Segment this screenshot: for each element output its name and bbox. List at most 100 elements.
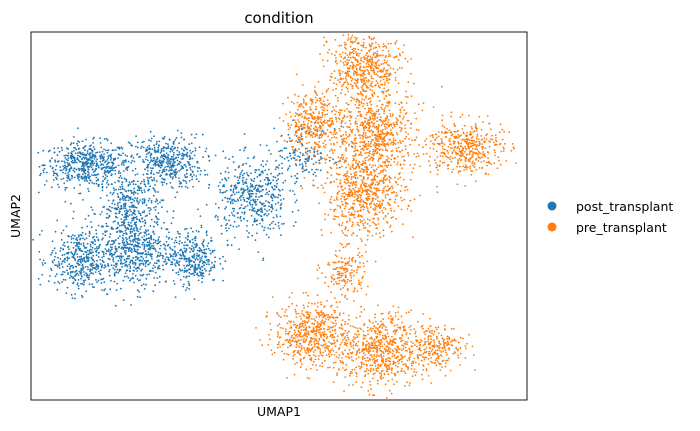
scatter-point <box>386 101 388 104</box>
scatter-point <box>174 168 177 171</box>
scatter-point <box>354 120 357 123</box>
scatter-point <box>166 165 169 168</box>
scatter-point <box>343 192 346 194</box>
scatter-point <box>89 148 92 151</box>
scatter-point <box>176 149 179 152</box>
scatter-point <box>163 181 166 184</box>
scatter-point <box>90 160 93 163</box>
scatter-point <box>374 183 377 186</box>
scatter-point <box>313 150 316 153</box>
scatter-point <box>78 179 80 182</box>
scatter-point <box>178 257 181 260</box>
scatter-point <box>366 123 369 125</box>
scatter-point <box>184 180 187 183</box>
scatter-point <box>170 157 173 160</box>
scatter-point <box>340 44 343 47</box>
scatter-point <box>399 54 401 57</box>
scatter-point <box>305 158 307 160</box>
scatter-point <box>288 137 291 140</box>
scatter-point <box>329 198 332 201</box>
scatter-point <box>157 238 160 241</box>
scatter-point <box>364 226 367 229</box>
scatter-point <box>106 139 109 142</box>
scatter-point <box>336 97 339 99</box>
scatter-point <box>382 75 384 78</box>
scatter-point <box>383 168 385 171</box>
scatter-point <box>326 121 328 124</box>
scatter-point <box>111 202 114 205</box>
scatter-point <box>124 190 127 192</box>
scatter-point <box>191 178 194 181</box>
scatter-point <box>77 279 80 281</box>
scatter-point <box>373 73 376 75</box>
scatter-point <box>74 160 77 162</box>
scatter-point <box>373 69 375 72</box>
scatter-point <box>81 258 83 261</box>
scatter-point <box>120 252 122 255</box>
scatter-point <box>382 78 385 81</box>
scatter-point <box>330 53 333 55</box>
scatter-point <box>364 157 366 160</box>
scatter-point <box>306 130 309 132</box>
scatter-point <box>74 275 77 277</box>
scatter-point <box>364 134 367 137</box>
scatter-point <box>173 164 176 167</box>
scatter-point <box>160 174 162 177</box>
scatter-point <box>198 247 201 249</box>
scatter-point <box>112 257 115 259</box>
scatter-point <box>194 258 197 261</box>
scatter-point <box>369 117 371 120</box>
scatter-point <box>387 50 390 52</box>
scatter-point <box>302 120 305 123</box>
scatter-point <box>280 223 283 225</box>
scatter-point <box>183 174 186 176</box>
scatter-point <box>364 120 366 123</box>
scatter-point <box>157 242 159 245</box>
scatter-point <box>115 255 118 258</box>
scatter-point <box>114 158 117 161</box>
scatter-point <box>313 147 316 150</box>
scatter-point <box>401 167 404 170</box>
scatter-point <box>363 227 365 230</box>
scatter-point <box>92 168 94 171</box>
scatter-point <box>214 154 217 157</box>
scatter-point <box>365 62 368 65</box>
scatter-point <box>410 58 412 60</box>
scatter-point <box>301 170 304 173</box>
scatter-point <box>124 202 127 205</box>
scatter-point <box>143 178 145 181</box>
scatter-point <box>395 217 398 220</box>
scatter-point <box>168 159 171 162</box>
scatter-point <box>391 113 394 116</box>
scatter-point <box>260 202 262 205</box>
scatter-point <box>368 44 371 47</box>
scatter-point <box>173 241 176 244</box>
scatter-point <box>345 64 348 66</box>
scatter-point <box>316 153 319 155</box>
scatter-point <box>71 161 74 164</box>
scatter-point <box>294 201 297 204</box>
scatter-point <box>77 260 79 263</box>
scatter-point <box>54 264 57 267</box>
scatter-point <box>263 229 265 232</box>
scatter-point <box>271 197 274 200</box>
scatter-point <box>268 201 271 204</box>
scatter-point <box>176 129 179 132</box>
scatter-point <box>75 241 78 244</box>
scatter-point <box>140 262 143 265</box>
scatter-point <box>383 175 386 178</box>
scatter-point <box>95 268 98 271</box>
scatter-point <box>349 166 352 168</box>
scatter-point <box>188 275 191 278</box>
scatter-point <box>54 275 57 278</box>
scatter-point <box>112 228 115 231</box>
scatter-point <box>136 192 139 195</box>
scatter-point <box>70 152 72 155</box>
scatter-point <box>263 226 266 229</box>
scatter-point <box>67 252 69 255</box>
scatter-point <box>358 68 361 71</box>
scatter-point <box>105 252 107 255</box>
scatter-point <box>123 241 126 244</box>
scatter-point <box>255 203 257 206</box>
scatter-point <box>332 123 335 125</box>
